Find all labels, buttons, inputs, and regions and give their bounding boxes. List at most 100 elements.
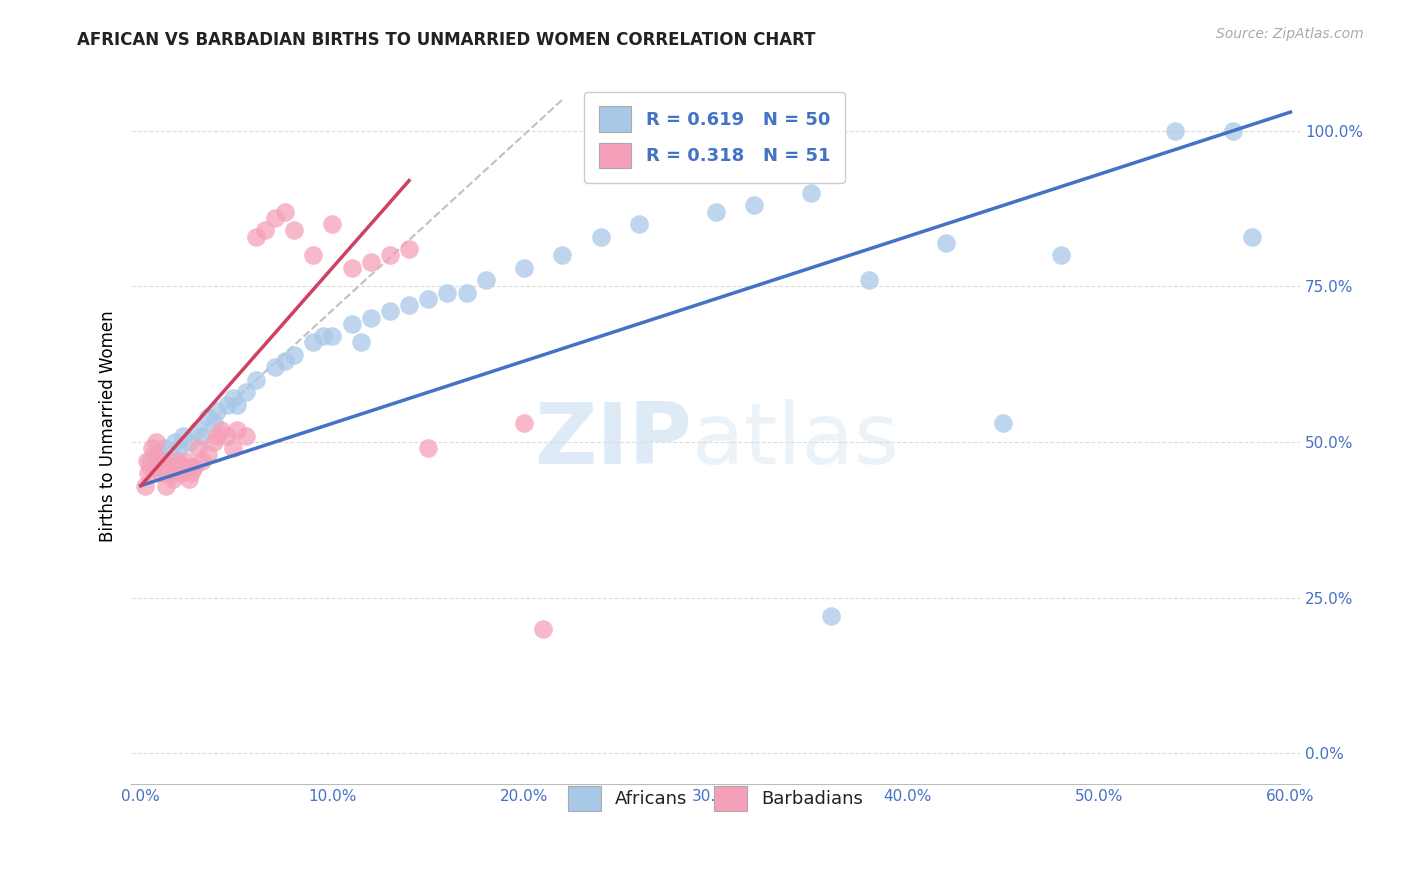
Point	[202, 417, 225, 431]
Text: ZIP: ZIP	[534, 400, 692, 483]
Point	[215, 429, 238, 443]
Point	[820, 609, 842, 624]
Point	[139, 459, 162, 474]
Point	[159, 459, 181, 474]
Point	[139, 453, 162, 467]
Point	[172, 429, 194, 443]
Point	[165, 435, 187, 450]
Point	[254, 223, 277, 237]
Point	[474, 273, 496, 287]
Point	[155, 466, 177, 480]
Text: atlas: atlas	[692, 400, 900, 483]
Point	[378, 248, 401, 262]
Point	[360, 310, 382, 325]
Point	[167, 459, 190, 474]
Point	[160, 466, 183, 480]
Point	[321, 329, 343, 343]
Point	[273, 354, 295, 368]
Point	[187, 423, 209, 437]
Point	[146, 459, 169, 474]
Point	[935, 235, 957, 250]
Point	[156, 466, 179, 480]
Point	[222, 392, 245, 406]
Point	[398, 242, 420, 256]
Point	[134, 478, 156, 492]
Point	[135, 453, 157, 467]
Point	[153, 459, 176, 474]
Point	[245, 373, 267, 387]
Point	[245, 229, 267, 244]
Text: AFRICAN VS BARBADIAN BIRTHS TO UNMARRIED WOMEN CORRELATION CHART: AFRICAN VS BARBADIAN BIRTHS TO UNMARRIED…	[77, 31, 815, 49]
Point	[167, 442, 190, 456]
Point	[153, 442, 176, 456]
Point	[302, 248, 325, 262]
Point	[513, 260, 536, 275]
Point	[800, 186, 823, 200]
Point	[418, 442, 440, 456]
Point	[858, 273, 880, 287]
Point	[187, 442, 209, 456]
Point	[456, 285, 478, 300]
Point	[235, 385, 257, 400]
Point	[191, 429, 214, 443]
Point	[704, 204, 727, 219]
Point	[321, 217, 343, 231]
Point	[1222, 124, 1244, 138]
Point	[360, 254, 382, 268]
Point	[176, 459, 198, 474]
Point	[183, 459, 205, 474]
Point	[418, 292, 440, 306]
Point	[207, 429, 229, 443]
Point	[197, 410, 219, 425]
Point	[166, 453, 188, 467]
Point	[155, 478, 177, 492]
Point	[1164, 124, 1187, 138]
Point	[436, 285, 458, 300]
Point	[145, 435, 167, 450]
Point	[340, 317, 363, 331]
Point	[207, 404, 229, 418]
Point	[174, 453, 197, 467]
Point	[191, 453, 214, 467]
Legend: Africans, Barbadians: Africans, Barbadians	[554, 771, 877, 825]
Point	[202, 435, 225, 450]
Point	[350, 335, 373, 350]
Point	[150, 453, 173, 467]
Point	[162, 472, 184, 486]
Point	[180, 466, 202, 480]
Point	[145, 459, 167, 474]
Point	[398, 298, 420, 312]
Point	[235, 429, 257, 443]
Point	[209, 423, 232, 437]
Point	[378, 304, 401, 318]
Point	[225, 398, 247, 412]
Point	[1241, 229, 1264, 244]
Point	[1049, 248, 1071, 262]
Point	[312, 329, 335, 343]
Point	[215, 398, 238, 412]
Point	[273, 204, 295, 219]
Y-axis label: Births to Unmarried Women: Births to Unmarried Women	[100, 310, 117, 542]
Point	[302, 335, 325, 350]
Point	[531, 622, 554, 636]
Point	[141, 442, 163, 456]
Point	[225, 423, 247, 437]
Point	[264, 360, 287, 375]
Point	[172, 459, 194, 474]
Point	[143, 448, 166, 462]
Point	[283, 223, 305, 237]
Point	[283, 348, 305, 362]
Point	[149, 448, 172, 462]
Point	[165, 459, 187, 474]
Point	[197, 448, 219, 462]
Point	[340, 260, 363, 275]
Point	[138, 466, 160, 480]
Point	[264, 211, 287, 225]
Point	[177, 472, 200, 486]
Point	[589, 229, 612, 244]
Point	[551, 248, 574, 262]
Point	[170, 466, 193, 480]
Point	[159, 453, 181, 467]
Point	[742, 198, 765, 212]
Point	[177, 435, 200, 450]
